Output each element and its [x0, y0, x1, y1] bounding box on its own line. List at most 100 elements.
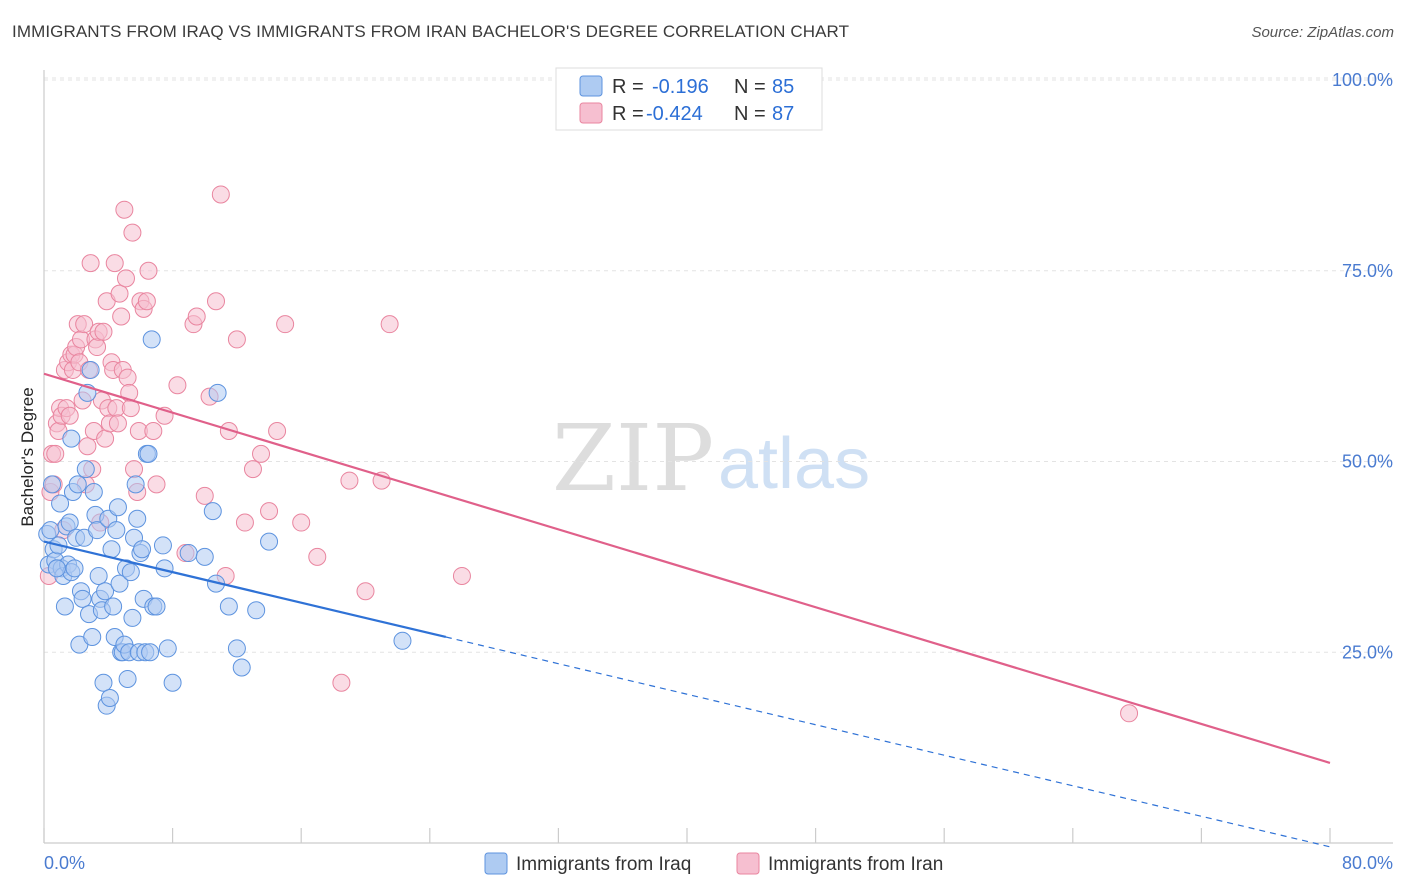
iran-point: [105, 254, 124, 273]
iran-point: [195, 486, 214, 505]
iraq-point: [65, 559, 84, 578]
iran-point: [268, 421, 287, 440]
legend-swatch-iran: [579, 102, 603, 124]
iran-point: [292, 513, 311, 532]
iran-point: [260, 502, 279, 521]
watermark-zip: ZIP: [552, 405, 714, 512]
watermark-atlas: atlas: [718, 424, 870, 504]
iran-point: [1120, 704, 1139, 723]
watermark: ZIP atlas: [552, 405, 870, 512]
iran-point: [78, 437, 97, 456]
y-tick-label: 25.0%: [1342, 642, 1393, 662]
iran-point: [252, 444, 271, 463]
iraq-point: [94, 673, 113, 692]
iran-point: [227, 330, 246, 349]
iraq-point: [51, 494, 70, 513]
legend-swatch-iraq: [579, 75, 603, 97]
legend-r-label-iraq: R =: [612, 76, 644, 98]
trend-line-iraq-extension: [445, 636, 1331, 848]
iran-point: [112, 307, 131, 326]
iran-point: [108, 414, 127, 433]
legend-n-value-iraq: 85: [772, 76, 794, 98]
iraq-point: [128, 509, 147, 528]
y-tick-labels: 25.0% 50.0% 75.0% 100.0%: [1332, 70, 1393, 662]
source-credit: Source: ZipAtlas.com: [1251, 24, 1394, 41]
iraq-point: [158, 639, 177, 658]
iran-point: [243, 460, 262, 479]
iran-point: [211, 185, 230, 204]
iraq-point: [141, 643, 160, 662]
iran-point: [340, 471, 359, 490]
iran-point: [88, 338, 107, 357]
iraq-point: [96, 582, 115, 601]
iraq-point: [142, 330, 161, 349]
iran-point: [94, 322, 113, 341]
iran-point: [207, 292, 226, 311]
iraq-point: [139, 444, 158, 463]
iran-point: [235, 513, 254, 532]
iran-point: [116, 269, 135, 288]
iraq-point: [123, 608, 142, 627]
bottom-legend-label-iraq: Immigrants from Iraq: [516, 854, 691, 875]
y-axis-title: Bachelor's Degree: [18, 387, 37, 526]
iraq-point: [260, 532, 279, 551]
iraq-point: [163, 673, 182, 692]
iran-point: [96, 429, 115, 448]
legend-n-label-iraq: N =: [734, 76, 766, 98]
iran-point: [308, 547, 327, 566]
iraq-point: [68, 475, 87, 494]
iraq-point: [195, 547, 214, 566]
iraq-point: [208, 383, 227, 402]
iraq-point: [126, 475, 145, 494]
iraq-point: [104, 597, 123, 616]
iraq-point: [121, 563, 140, 582]
iraq-point: [43, 475, 62, 494]
iran-point: [452, 566, 471, 585]
iraq-point: [393, 631, 412, 650]
y-tick-label: 75.0%: [1342, 261, 1393, 281]
grid: [44, 77, 1393, 653]
legend-n-label-iran: N =: [734, 103, 766, 125]
iran-point: [380, 315, 399, 334]
x-tick-label-min: 0.0%: [44, 853, 85, 873]
chart-title: IMMIGRANTS FROM IRAQ VS IMMIGRANTS FROM …: [12, 22, 850, 41]
iraq-point: [41, 521, 60, 540]
iraq-point: [62, 429, 81, 448]
iran-point: [125, 460, 144, 479]
iraq-point: [232, 658, 251, 677]
iran-point: [81, 254, 100, 273]
bottom-legend-swatch-iraq: [484, 852, 508, 875]
iran-point: [123, 223, 142, 242]
iran-point: [137, 292, 156, 311]
correlation-legend: R = -0.196 N = 85 R = -0.424 N = 87: [555, 67, 823, 131]
y-tick-label: 50.0%: [1342, 452, 1393, 472]
iraq-point: [88, 521, 107, 540]
legend-r-value-iraq: -0.196: [652, 76, 709, 98]
y-tick-label: 100.0%: [1332, 70, 1393, 90]
series-legend: Immigrants from Iraq Immigrants from Ira…: [484, 852, 943, 875]
iran-point: [46, 444, 65, 463]
iran-point: [139, 261, 158, 280]
iraq-point: [133, 540, 152, 559]
iraq-point: [118, 669, 137, 688]
iran-point: [75, 315, 94, 334]
iraq-point: [83, 627, 102, 646]
iran-point: [332, 673, 351, 692]
iraq-point: [84, 483, 103, 502]
iraq-point: [153, 536, 172, 555]
iraq-point: [100, 689, 119, 708]
iraq-point: [55, 597, 74, 616]
iran-point: [219, 421, 238, 440]
iran-point: [187, 307, 206, 326]
iraq-point: [110, 574, 129, 593]
iraq-point: [247, 601, 266, 620]
legend-n-value-iran: 87: [772, 103, 794, 125]
iraq-point: [203, 502, 222, 521]
iraq-point: [89, 566, 108, 585]
iraq-point: [219, 597, 238, 616]
iraq-point: [147, 597, 166, 616]
iraq-point: [227, 639, 246, 658]
iraq-point: [76, 460, 95, 479]
iraq-point: [47, 559, 66, 578]
